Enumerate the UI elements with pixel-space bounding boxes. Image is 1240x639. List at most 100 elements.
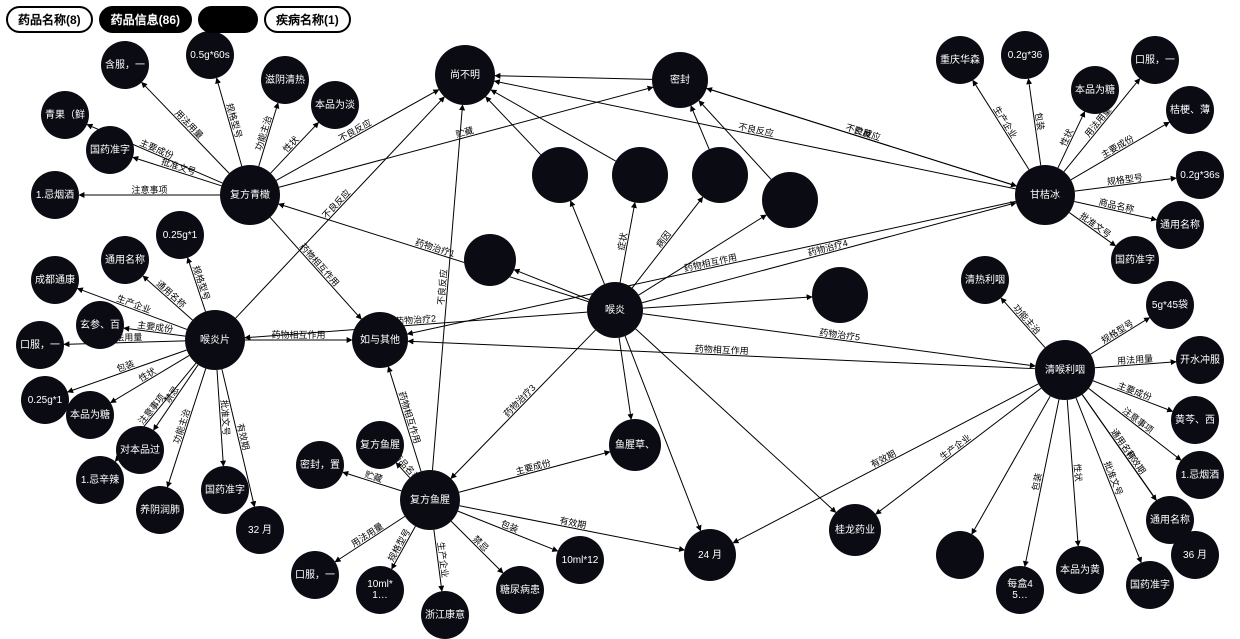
- node-label: 滋阴清热: [265, 75, 305, 86]
- graph-node[interactable]: 口服，一: [1131, 36, 1179, 84]
- graph-node[interactable]: 甘桔冰: [1015, 165, 1075, 225]
- node-label: 国药准字: [205, 485, 245, 496]
- graph-node[interactable]: 青果（鲜: [41, 91, 89, 139]
- legend-pill[interactable]: [198, 6, 258, 33]
- graph-node[interactable]: 通用名称: [1156, 201, 1204, 249]
- graph-node[interactable]: 喉炎: [587, 282, 643, 338]
- edge-label: 药物相互作用: [271, 329, 325, 340]
- graph-node[interactable]: 玄参、百: [76, 301, 124, 349]
- graph-node[interactable]: 清热利咽: [961, 256, 1009, 304]
- graph-node[interactable]: 复方鱼腥: [356, 421, 404, 469]
- edge-label: 注意事项: [131, 184, 167, 195]
- node-label: 鱼腥草、: [615, 440, 655, 451]
- node-label: 成都通康: [35, 275, 75, 286]
- graph-node[interactable]: 国药准字: [86, 126, 134, 174]
- graph-node[interactable]: 通用名称: [101, 236, 149, 284]
- node-label: 重庆华森: [940, 55, 980, 66]
- graph-node[interactable]: 复方青橄: [220, 165, 280, 225]
- graph-node[interactable]: 0.25g*1: [21, 376, 69, 424]
- graph-node[interactable]: 1.忌烟酒: [1176, 451, 1224, 499]
- edge-label: 注意事项: [1121, 405, 1156, 436]
- graph-node[interactable]: [812, 267, 868, 323]
- graph-edge: [636, 329, 836, 513]
- graph-node[interactable]: 含服，一: [101, 41, 149, 89]
- graph-node[interactable]: [762, 172, 818, 228]
- graph-node[interactable]: 养阴润肺: [136, 486, 184, 534]
- legend-pill[interactable]: 药品信息(86): [99, 6, 192, 33]
- graph-node[interactable]: 清喉利咽: [1035, 340, 1095, 400]
- graph-node[interactable]: 本品为糖: [1071, 66, 1119, 114]
- node-label: 口服，一: [295, 570, 335, 581]
- graph-node[interactable]: 滋阴清热: [261, 56, 309, 104]
- graph-node[interactable]: 国药准字: [1126, 561, 1174, 609]
- graph-node[interactable]: 对本品过: [116, 426, 164, 474]
- node-label: 通用名称: [1160, 220, 1200, 231]
- graph-node[interactable]: 0.25g*1: [156, 211, 204, 259]
- graph-node[interactable]: 黄芩、西: [1171, 396, 1219, 444]
- graph-node[interactable]: 本品为淡: [311, 81, 359, 129]
- graph-node[interactable]: 本品为黄: [1056, 546, 1104, 594]
- graph-node[interactable]: 密封: [652, 52, 708, 108]
- graph-node[interactable]: 重庆华森: [936, 36, 984, 84]
- edge-label: 注意事项: [136, 391, 167, 426]
- graph-node[interactable]: 每盒45…: [996, 566, 1044, 614]
- graph-node[interactable]: 成都通康: [31, 256, 79, 304]
- graph-node[interactable]: 10ml*1…: [356, 566, 404, 614]
- graph-node[interactable]: 口服，一: [291, 551, 339, 599]
- graph-node[interactable]: 5g*45袋: [1146, 281, 1194, 329]
- node-label: 桔梗、薄: [1170, 105, 1210, 116]
- graph-node[interactable]: 桂龙药业: [829, 504, 881, 556]
- graph-node[interactable]: 鱼腥草、: [609, 419, 661, 471]
- graph-node[interactable]: 开水冲服: [1176, 336, 1224, 384]
- node-label: 5g*45袋: [1152, 300, 1188, 311]
- graph-node[interactable]: [532, 147, 588, 203]
- graph-node[interactable]: 10ml*12: [556, 536, 604, 584]
- edge-label: 用法用量: [173, 107, 206, 141]
- graph-node[interactable]: [692, 147, 748, 203]
- graph-node[interactable]: 尚不明: [435, 45, 495, 105]
- legend: 药品名称(8)药品信息(86) 疾病名称(1): [6, 6, 351, 33]
- graph-node[interactable]: 0.2g*36: [1001, 31, 1049, 79]
- edge-label: 药物相互作用: [695, 343, 749, 356]
- graph-node[interactable]: [936, 531, 984, 579]
- graph-node[interactable]: 浙江康意: [421, 591, 469, 639]
- graph-node[interactable]: 如与其他: [352, 312, 408, 368]
- graph-node[interactable]: 口服，一: [16, 321, 64, 369]
- graph-node[interactable]: 0.5g*60s: [186, 31, 234, 79]
- graph-node[interactable]: 1.忌辛辣: [76, 456, 124, 504]
- node-label: 国药准字: [1115, 255, 1155, 266]
- legend-pill[interactable]: 药品名称(8): [6, 6, 93, 33]
- edge-label: 有效期: [869, 447, 898, 469]
- graph-edge: [495, 76, 652, 80]
- node-label: 32 月: [248, 525, 272, 536]
- legend-pill[interactable]: 疾病名称(1): [264, 6, 351, 33]
- graph-node[interactable]: 国药准字: [201, 466, 249, 514]
- edge-label: 禁忌: [471, 534, 491, 554]
- graph-node[interactable]: 密封，置: [296, 441, 344, 489]
- graph-node[interactable]: 国药准字: [1111, 236, 1159, 284]
- edge-label: 主要成份: [514, 457, 552, 477]
- graph-node[interactable]: [464, 234, 516, 286]
- graph-node[interactable]: 复方鱼腥: [400, 470, 460, 530]
- graph-node[interactable]: 0.2g*36s: [1176, 151, 1224, 199]
- edge-label: 包装: [1029, 472, 1043, 492]
- graph-node[interactable]: 24 月: [684, 529, 736, 581]
- graph-node[interactable]: 32 月: [236, 506, 284, 554]
- graph-node[interactable]: 1.忌烟酒: [31, 171, 79, 219]
- edge-label: 药物治疗4: [806, 237, 848, 258]
- node-label: 通用名称: [1150, 515, 1190, 526]
- node-label: 本品为淡: [315, 100, 355, 111]
- graph-edge: [632, 197, 703, 288]
- graph-node[interactable]: 喉炎片: [185, 310, 245, 370]
- graph-node[interactable]: 糖尿病患: [496, 566, 544, 614]
- graph-node[interactable]: 36 月: [1171, 531, 1219, 579]
- edge-label: 批准文号: [160, 156, 198, 177]
- graph-node[interactable]: [612, 147, 668, 203]
- graph-node[interactable]: 桔梗、薄: [1166, 86, 1214, 134]
- node-label: 如与其他: [360, 335, 400, 346]
- node-label: 复方青橄: [230, 190, 270, 201]
- graph-node[interactable]: 本品为糖: [66, 391, 114, 439]
- node-label: 本品为糖: [1075, 85, 1115, 96]
- edge-label: 不良反应: [737, 121, 774, 139]
- edge-label: 病因: [653, 229, 673, 250]
